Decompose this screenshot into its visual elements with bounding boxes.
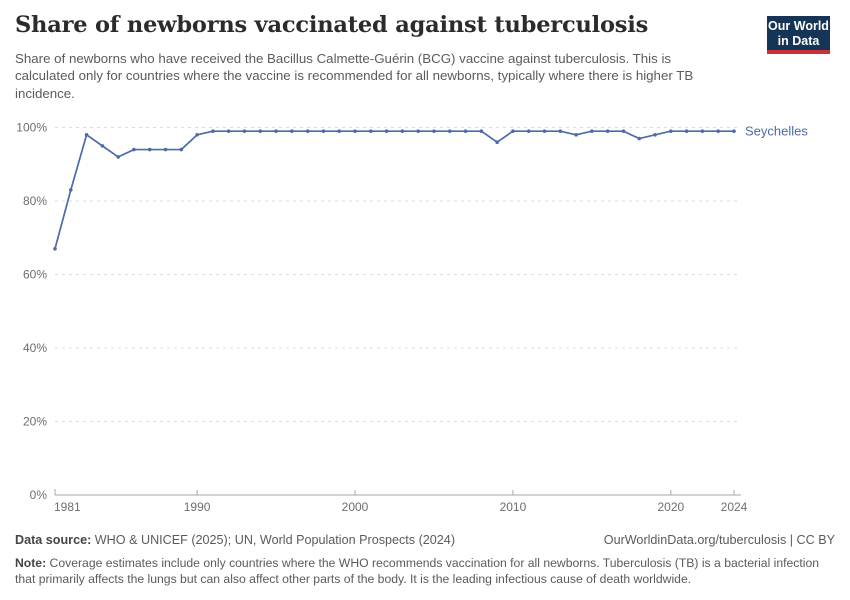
- data-point: [495, 140, 499, 144]
- data-point: [637, 136, 642, 141]
- data-source: Data source: WHO & UNICEF (2025); UN, Wo…: [15, 533, 456, 547]
- data-point: [384, 129, 389, 133]
- data-point: [84, 133, 89, 137]
- data-point: [526, 129, 531, 133]
- data-point: [53, 246, 57, 251]
- data-point: [400, 129, 405, 133]
- data-point: [258, 129, 263, 133]
- data-point: [100, 144, 105, 148]
- data-point: [558, 129, 563, 133]
- data-point: [416, 129, 420, 133]
- data-point: [147, 147, 152, 152]
- data-point: [163, 147, 168, 152]
- y-axis-tick-label: 100%: [16, 121, 47, 135]
- data-point: [321, 129, 326, 133]
- data-point: [242, 129, 247, 133]
- data-point: [369, 129, 373, 133]
- data-point: [479, 129, 484, 133]
- y-axis-tick-label: 40%: [23, 341, 47, 355]
- chart-title: Share of newborns vaccinated against tub…: [15, 12, 649, 38]
- data-point: [590, 129, 594, 133]
- data-point: [447, 129, 452, 133]
- data-point: [542, 129, 547, 133]
- data-point: [179, 147, 184, 152]
- owid-citation-link[interactable]: OurWorldinData.org/tuberculosis | CC BY: [603, 533, 835, 547]
- data-point: [463, 129, 468, 133]
- data-point: [605, 129, 610, 133]
- data-point: [700, 129, 705, 133]
- data-point: [274, 129, 278, 133]
- y-axis-tick-label: 60%: [23, 268, 47, 282]
- data-point: [621, 129, 626, 133]
- x-axis-tick-label: 2020: [657, 500, 684, 514]
- data-point: [574, 133, 578, 137]
- y-axis-tick-label: 0%: [30, 488, 48, 502]
- chart-note: Note: Coverage estimates include only co…: [15, 556, 820, 586]
- x-axis-tick-label: 2024: [721, 500, 748, 514]
- data-point: [353, 129, 357, 133]
- chart-subtitle: Share of newborns who have received the …: [15, 51, 694, 101]
- series-line: [54, 130, 735, 250]
- data-point: [290, 129, 294, 133]
- owid-logo-accent-bar: [767, 50, 830, 54]
- data-point: [337, 129, 342, 133]
- x-axis-tick-label: 2010: [500, 500, 527, 514]
- data-point: [132, 147, 136, 152]
- series-end-label[interactable]: Seychelles: [745, 124, 808, 139]
- data-point: [716, 129, 721, 133]
- y-axis-tick-label: 20%: [23, 415, 47, 429]
- data-point: [511, 129, 515, 133]
- data-point: [226, 129, 231, 133]
- data-point: [732, 129, 736, 133]
- data-point: [432, 129, 436, 133]
- x-axis-tick-label: 1990: [184, 500, 211, 514]
- owid-logo-text: Our World in Data: [767, 16, 830, 50]
- data-point: [653, 133, 657, 137]
- x-axis-tick-label: 2000: [342, 500, 369, 514]
- y-axis-tick-label: 80%: [23, 194, 47, 208]
- x-axis-tick-label: 1981: [54, 500, 81, 514]
- data-point: [305, 129, 310, 133]
- data-point: [211, 129, 215, 133]
- data-point: [195, 133, 199, 137]
- data-point: [68, 188, 73, 192]
- data-point: [684, 129, 689, 133]
- data-point: [669, 129, 673, 133]
- data-point: [116, 155, 120, 159]
- owid-logo[interactable]: Our World in Data: [767, 16, 830, 54]
